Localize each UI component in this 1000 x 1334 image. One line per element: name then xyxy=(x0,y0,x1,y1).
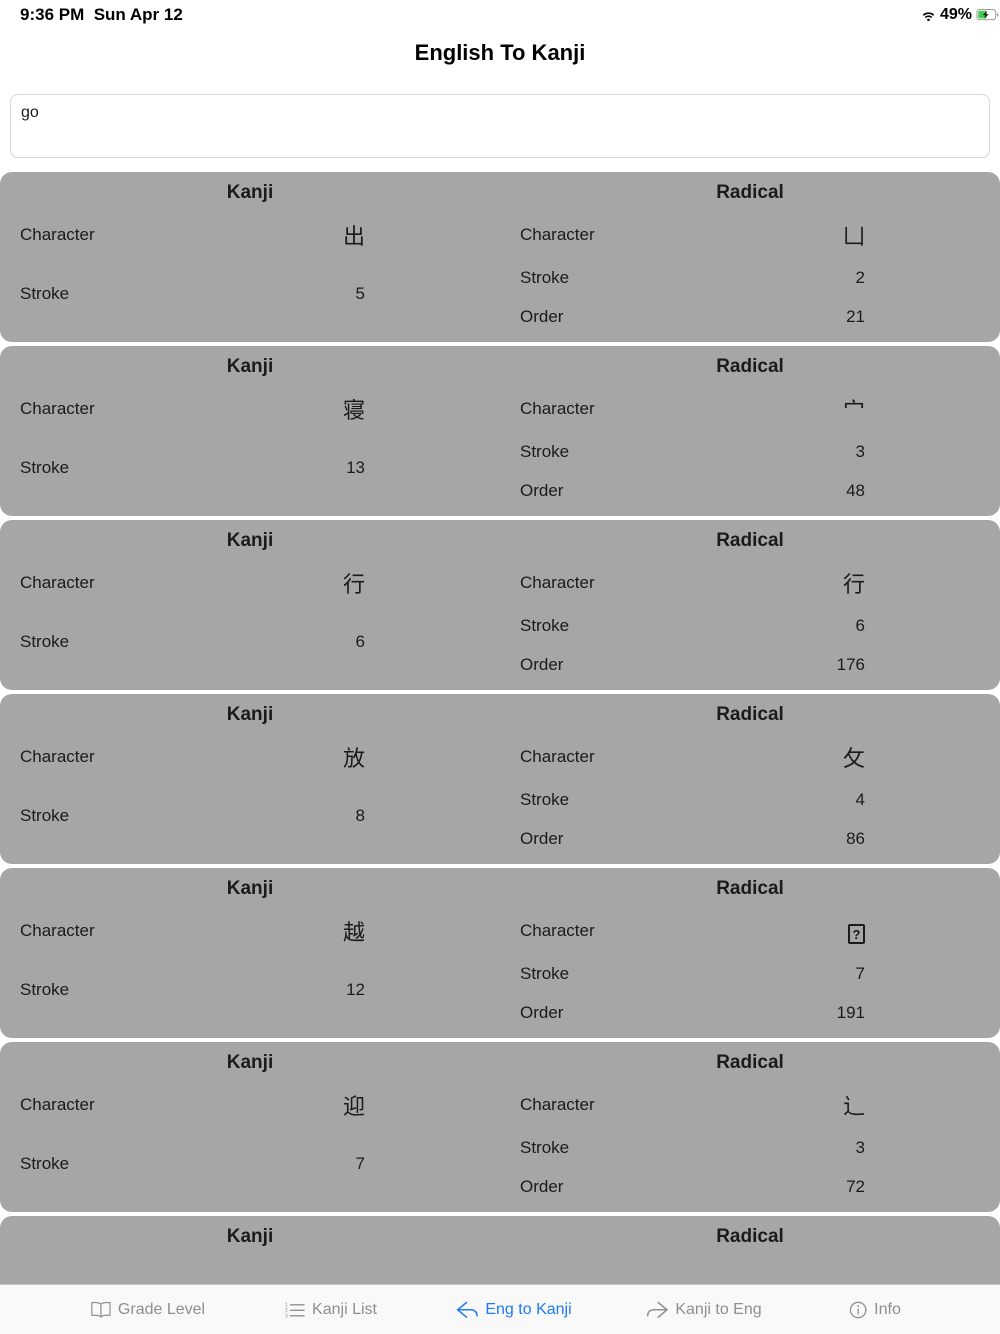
svg-text:3: 3 xyxy=(285,1313,288,1319)
